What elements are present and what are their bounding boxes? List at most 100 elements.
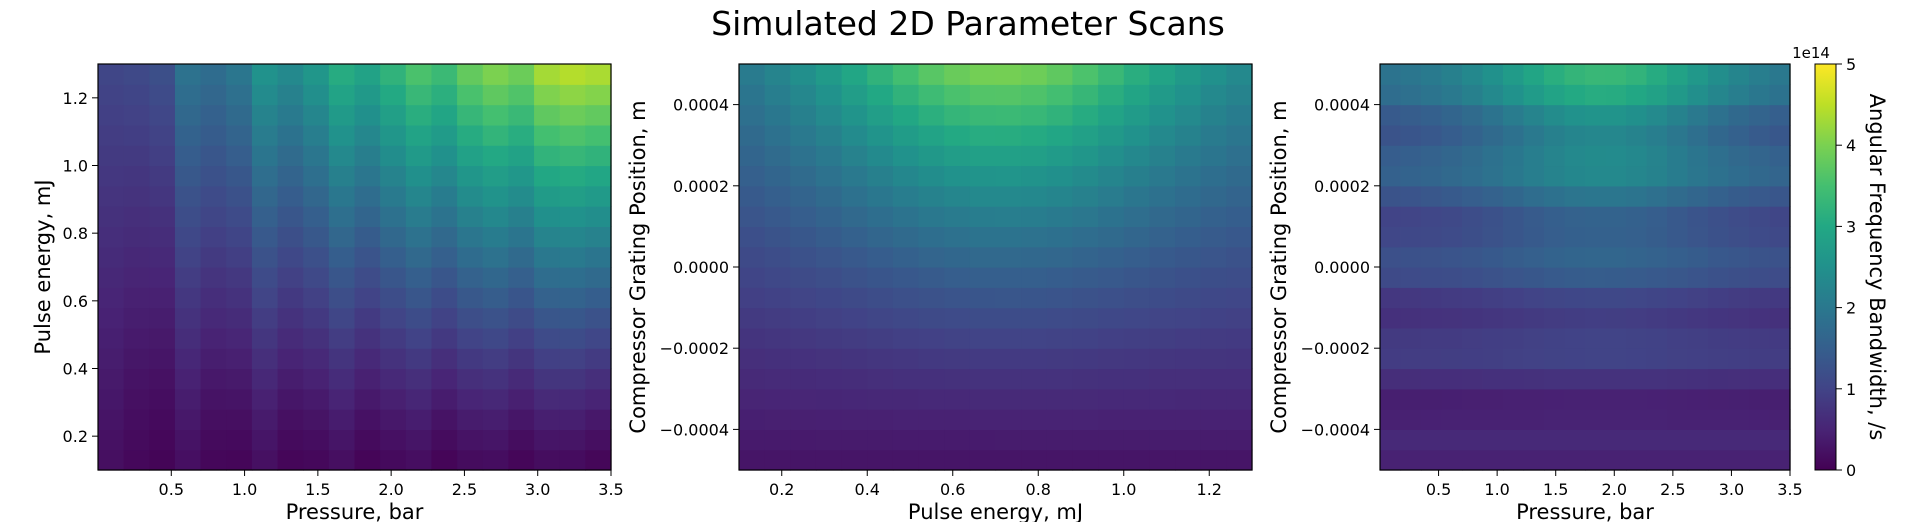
- heatmap-cell: [328, 287, 356, 309]
- heatmap-cell: [1769, 368, 1791, 390]
- heatmap-cell: [226, 226, 253, 248]
- heatmap-cell: [149, 409, 176, 430]
- heatmap-cell: [1728, 429, 1750, 451]
- heatmap-cell: [790, 246, 817, 268]
- heatmap-cell: [457, 124, 484, 146]
- heatmap-cell: [892, 307, 920, 329]
- heatmap-cell: [457, 104, 484, 126]
- heatmap-cell: [1564, 388, 1586, 410]
- heatmap-cell: [1149, 124, 1176, 146]
- heatmap-cell: [1626, 368, 1648, 390]
- heatmap-cell: [251, 84, 279, 106]
- heatmap-cell: [969, 246, 997, 268]
- heatmap-cell: [559, 429, 586, 451]
- heatmap-cell: [1626, 246, 1648, 268]
- heatmap-cell: [918, 185, 945, 207]
- heatmap-cell: [1462, 246, 1484, 268]
- heatmap-cell: [1667, 84, 1689, 106]
- heatmap-cell: [1421, 267, 1443, 288]
- heatmap-cell: [1728, 267, 1750, 288]
- heatmap-cell: [790, 409, 817, 430]
- heatmap-cell: [1482, 206, 1504, 227]
- heatmap-cell: [1380, 145, 1402, 167]
- heatmap-cell: [867, 124, 894, 146]
- heatmap-cell: [1544, 185, 1566, 207]
- heatmap-cell: [534, 246, 561, 268]
- heatmap-cell: [1646, 145, 1668, 167]
- panel-2: 0.2 0.4 0.6 0.8 1.0 1.2 0.0004 0.0002 0.0000 −0.…: [626, 63, 1253, 522]
- colorbar-tick-label: 3: [1846, 217, 1856, 236]
- heatmap-cell: [739, 64, 766, 85]
- heatmap-cell: [1400, 226, 1422, 248]
- heatmap-cell: [1605, 226, 1627, 248]
- heatmap-cell: [944, 327, 971, 349]
- heatmap-cell: [1072, 226, 1099, 248]
- heatmap-cell: [1380, 429, 1402, 451]
- heatmap-cell: [1769, 267, 1791, 288]
- heatmap-cell: [174, 124, 202, 146]
- heatmap-cell: [1175, 165, 1202, 187]
- heatmap-cell: [1687, 388, 1709, 410]
- heatmap-cell: [559, 327, 586, 349]
- heatmap-cell: [1046, 124, 1074, 146]
- heatmap-cell: [1687, 124, 1709, 146]
- heatmap-cell: [149, 104, 176, 126]
- heatmap-cell: [995, 104, 1022, 126]
- heatmap-cell: [1646, 307, 1668, 329]
- heatmap-cell: [1175, 429, 1202, 451]
- heatmap-cell: [841, 267, 868, 288]
- x-axis-ticks-3: 0.5 1.0 1.5 2.0 2.5 3.0 3.5: [1426, 470, 1803, 499]
- y-axis-label-2: Compressor Grating Position, m: [626, 100, 650, 433]
- heatmap-cell: [1544, 226, 1566, 248]
- heatmap-cell: [1098, 287, 1125, 309]
- heatmap-cell: [892, 429, 920, 451]
- heatmap-cell: [1769, 165, 1791, 187]
- heatmap-cell: [405, 287, 433, 309]
- heatmap-cell: [739, 145, 766, 167]
- heatmap-cell: [1380, 165, 1402, 187]
- heatmap-cell: [1462, 124, 1484, 146]
- heatmap-cell: [815, 327, 843, 349]
- heatmap-cell: [1564, 409, 1586, 430]
- heatmap-cell: [1046, 327, 1074, 349]
- colorbar-tick-label: 5: [1846, 55, 1856, 74]
- heatmap-cell: [1441, 449, 1463, 471]
- heatmap-cell: [995, 449, 1022, 471]
- x-tick-label: 1.0: [1111, 480, 1136, 499]
- heatmap-cell: [815, 246, 843, 268]
- heatmap-cell: [251, 226, 279, 248]
- heatmap-cell: [1482, 327, 1504, 349]
- heatmap-cell: [1749, 124, 1771, 146]
- heatmap-cell: [969, 165, 997, 187]
- heatmap-cell: [559, 226, 586, 248]
- heatmap-cell: [482, 368, 509, 390]
- heatmap-cell: [508, 327, 535, 349]
- heatmap-cell: [969, 307, 997, 329]
- heatmap-cell: [1667, 104, 1689, 126]
- heatmap-cell: [1123, 104, 1150, 126]
- heatmap-cell: [1021, 409, 1048, 430]
- heatmap-cell: [1769, 145, 1791, 167]
- heatmap-cell: [1380, 449, 1402, 471]
- heatmap-cell: [1605, 84, 1627, 106]
- heatmap-cell: [1749, 165, 1771, 187]
- heatmap-cell: [1200, 409, 1227, 430]
- heatmap-cell: [1098, 226, 1125, 248]
- heatmap-cell: [1175, 368, 1202, 390]
- heatmap-cell: [380, 429, 407, 451]
- heatmap-cell: [1175, 287, 1202, 309]
- heatmap-cell: [1175, 226, 1202, 248]
- heatmap-cell: [1585, 165, 1607, 187]
- heatmap-cell: [918, 409, 945, 430]
- heatmap-cell: [1226, 267, 1253, 288]
- heatmap-cell: [1564, 287, 1586, 309]
- heatmap-cell: [1441, 124, 1463, 146]
- heatmap-cell: [431, 206, 458, 227]
- heatmap-cell: [405, 104, 433, 126]
- heatmap-cell: [1021, 246, 1048, 268]
- heatmap-cell: [1646, 165, 1668, 187]
- heatmap-cell: [1605, 368, 1627, 390]
- heatmap-cell: [559, 246, 586, 268]
- heatmap-cell: [1482, 307, 1504, 329]
- heatmap-cell: [1523, 206, 1545, 227]
